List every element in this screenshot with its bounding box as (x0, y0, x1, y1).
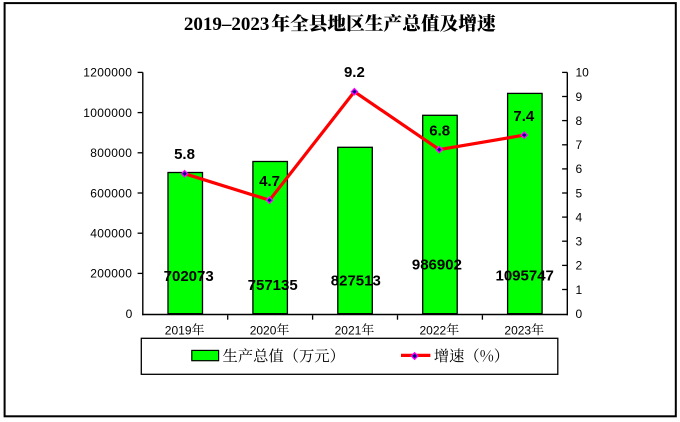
svg-text:2022: 2022 (420, 323, 447, 337)
svg-text:7: 7 (576, 138, 583, 152)
svg-text:200000: 200000 (90, 267, 132, 281)
svg-text:4.7: 4.7 (259, 173, 280, 190)
svg-text:2019–2023: 2019–2023 (184, 14, 270, 35)
svg-text:800000: 800000 (90, 146, 132, 160)
svg-text:2020: 2020 (250, 323, 277, 337)
svg-text:1200000: 1200000 (83, 66, 132, 80)
svg-text:757135: 757135 (248, 277, 298, 294)
svg-text:3: 3 (576, 235, 583, 249)
svg-text:5: 5 (576, 186, 583, 200)
svg-text:9.2: 9.2 (344, 64, 365, 81)
svg-text:8: 8 (576, 114, 583, 128)
svg-text:9: 9 (576, 90, 583, 104)
svg-text:7.4: 7.4 (513, 108, 535, 125)
svg-text:2: 2 (576, 259, 583, 273)
svg-text:4: 4 (576, 210, 583, 224)
svg-text:2021: 2021 (335, 323, 362, 337)
svg-text:702073: 702073 (164, 268, 214, 285)
svg-text:986902: 986902 (412, 257, 462, 274)
svg-text:5.8: 5.8 (174, 146, 195, 163)
svg-text:1000000: 1000000 (83, 106, 132, 120)
svg-text:600000: 600000 (90, 186, 132, 200)
svg-text:400000: 400000 (90, 227, 132, 241)
svg-text:2019: 2019 (165, 323, 192, 337)
svg-text:1095747: 1095747 (495, 267, 553, 284)
svg-text:827513: 827513 (331, 272, 381, 289)
svg-text:6: 6 (576, 162, 583, 176)
svg-text:6.8: 6.8 (429, 123, 450, 140)
svg-text:0: 0 (576, 307, 583, 321)
svg-text:2023: 2023 (504, 323, 531, 337)
svg-text:1: 1 (576, 283, 583, 297)
svg-text:10: 10 (576, 66, 590, 80)
svg-text:0: 0 (126, 307, 133, 321)
